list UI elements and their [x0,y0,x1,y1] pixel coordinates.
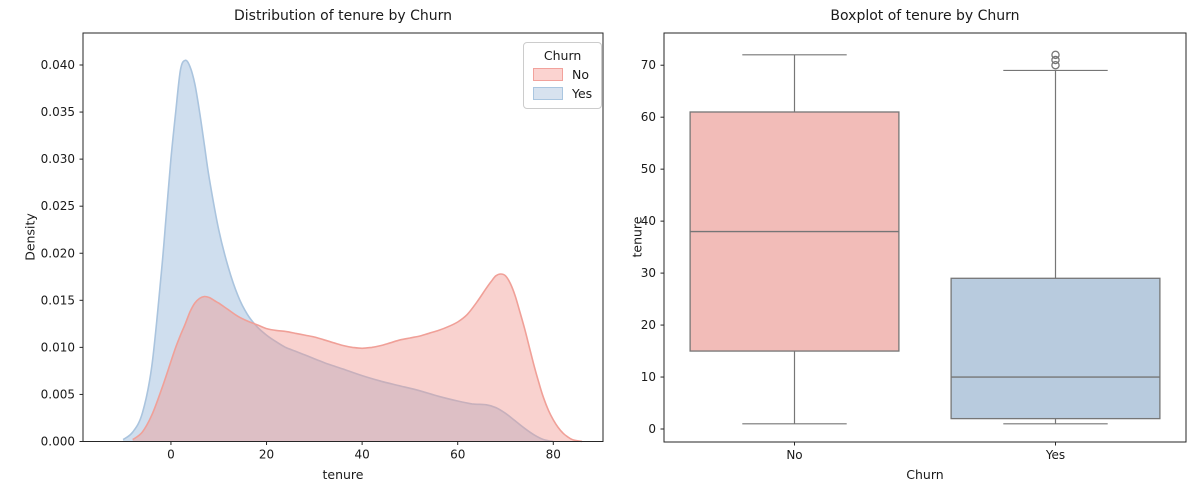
box-y-tick-label: 30 [641,266,656,280]
kde-y-tick-label: 0.040 [41,58,75,72]
kde-y-tick-label: 0.030 [41,152,75,166]
outlier-point [1051,60,1060,70]
kde-area-no [132,274,582,442]
kde-x-tick-label: 20 [259,448,274,462]
kde-line-yes [122,59,554,443]
kde-x-tick-label: 60 [450,448,465,462]
kde-y-tick-label: 0.005 [41,387,75,401]
kde-xlabel: tenure [322,467,364,482]
box-ylabel: tenure [629,216,645,258]
kde-y-tick-label: 0.035 [41,105,75,119]
kde-y-tick-label: 0.025 [41,199,75,213]
legend-swatch-yes-icon [533,87,563,100]
box-y-tick-label: 20 [641,318,656,332]
kde-ylabel: Density [22,213,38,261]
box-xlabel: Churn [906,467,944,482]
legend-title: Churn [543,48,582,63]
kde-y-tick-label: 0.020 [41,246,75,260]
legend-entry-yes: Yes [533,86,592,101]
legend-swatch-no-icon [533,68,563,81]
kde-x-tick-label: 80 [546,448,561,462]
box-y-tick-label: 60 [641,110,656,124]
kde-y-tick-label: 0.010 [41,340,75,354]
kde-y-tick-label: 0.015 [41,293,75,307]
kde-axes-frame [82,32,604,442]
legend-label-no: No [572,67,589,82]
outlier-point [1051,50,1060,60]
box-axes-frame [663,32,1187,443]
box-chart-title: Boxplot of tenure by Churn [830,8,1020,24]
box-y-tick-label: 40 [641,214,656,228]
kde-x-tick-label: 40 [354,448,369,462]
legend-entry-no: No [533,67,592,82]
kde-x-tick-label: 0 [167,448,175,462]
box-x-tick-label: Yes [1045,448,1065,462]
box-x-tick-label: No [786,448,802,462]
legend: Churn No Yes [523,42,603,109]
box-y-tick-label: 10 [641,370,656,384]
kde-chart-title: Distribution of tenure by Churn [234,8,452,24]
legend-label-yes: Yes [572,86,593,101]
box-y-tick-label: 50 [641,162,656,176]
box-y-tick-label: 0 [648,422,656,436]
box-yes [950,277,1161,420]
outlier-point [1051,55,1060,65]
box-y-tick-label: 70 [641,58,656,72]
kde-line-no [132,273,583,443]
kde-y-tick-label: 0.000 [41,435,75,449]
kde-area-yes [123,60,554,442]
